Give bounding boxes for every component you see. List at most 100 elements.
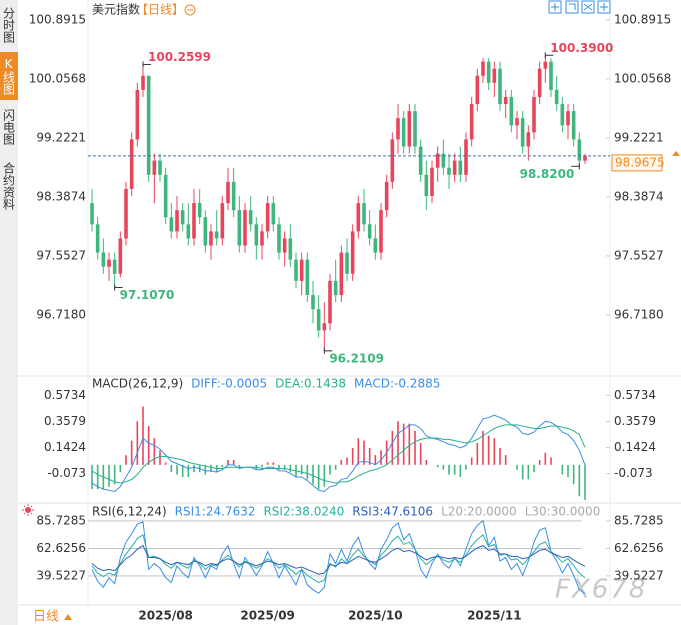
macd-bar xyxy=(544,452,547,465)
y-tick-label: 0.3579 xyxy=(44,414,86,428)
macd-bar xyxy=(351,447,354,465)
candle-body xyxy=(316,309,321,331)
sidebar: 分时图 K线图闪电图合约资料 xyxy=(0,0,18,625)
macd-bar xyxy=(119,464,122,473)
y-tick-label: 85.7285 xyxy=(36,513,86,527)
macd-bar xyxy=(289,464,292,473)
macd-bar xyxy=(300,464,303,475)
macd-bar xyxy=(130,440,133,465)
macd-bar xyxy=(113,464,116,485)
legend-entry: DEA:0.1438 xyxy=(275,377,346,391)
candle-body xyxy=(418,146,423,175)
candle-body xyxy=(328,280,332,324)
macd-bar xyxy=(402,423,405,465)
candle-body xyxy=(214,231,219,239)
y-tick-label: 0.3579 xyxy=(614,414,656,428)
macd-bar xyxy=(210,464,212,473)
macd-bar xyxy=(584,464,586,500)
macd-bar xyxy=(368,447,371,465)
macd-bar xyxy=(425,460,428,465)
candle-body xyxy=(322,323,327,331)
macd-bar xyxy=(334,464,337,470)
candle-body xyxy=(401,118,406,147)
candle-body xyxy=(390,139,395,182)
macd-bar xyxy=(306,464,309,480)
candle-body xyxy=(486,61,491,83)
tool-icon[interactable] xyxy=(548,0,562,14)
tool-icon[interactable] xyxy=(565,0,579,14)
extreme-label: 97.1070 xyxy=(120,288,175,302)
macd-bar xyxy=(561,464,564,475)
macd-bar xyxy=(153,438,156,465)
y-tick-label: -0.073 xyxy=(47,466,86,480)
macd-bar xyxy=(147,426,150,465)
candle-body xyxy=(384,181,389,211)
macd-bar xyxy=(516,464,518,470)
candle-body xyxy=(141,75,145,90)
candle-body xyxy=(379,210,383,253)
macd-bar xyxy=(567,464,569,477)
extreme-label: 96.2109 xyxy=(329,351,384,365)
candle-body xyxy=(339,252,344,296)
candle-body xyxy=(197,203,202,218)
period-tab[interactable]: 日线 xyxy=(33,610,59,625)
sidebar-tab[interactable]: 合约资料 xyxy=(1,162,16,210)
candle-body xyxy=(356,203,361,232)
zoom-out-icon[interactable] xyxy=(184,4,196,16)
y-tick-label: 98.3874 xyxy=(36,189,86,203)
candle-body xyxy=(180,210,185,225)
candle-body xyxy=(515,118,519,126)
macd-bar xyxy=(414,430,416,465)
macd-bar xyxy=(482,430,484,465)
macd-bar xyxy=(391,430,394,465)
macd-bar xyxy=(317,464,320,490)
candle-body xyxy=(435,153,440,168)
macd-bar xyxy=(164,462,167,465)
y-tick-label: 99.2221 xyxy=(36,130,86,144)
macd-bar xyxy=(136,421,139,465)
macd-bar xyxy=(448,464,450,475)
macd-bar xyxy=(108,464,110,487)
candle-body xyxy=(209,231,213,246)
candle-body xyxy=(163,174,168,218)
y-tick-label: 100.8915 xyxy=(29,12,86,26)
macd-bar xyxy=(193,464,195,473)
tool-icon[interactable] xyxy=(581,0,595,14)
macd-bar xyxy=(397,421,399,465)
candle-body xyxy=(367,224,372,239)
macd-bar xyxy=(340,460,343,465)
candle-body xyxy=(464,139,468,175)
legend-entry: DIFF:-0.0005 xyxy=(191,377,267,391)
tool-icon[interactable] xyxy=(597,0,611,14)
candle-body xyxy=(498,68,502,105)
y-tick-label: 0.1424 xyxy=(614,440,656,454)
candle-body xyxy=(532,96,536,133)
y-tick-label: 0.1424 xyxy=(44,440,86,454)
settings-icon[interactable] xyxy=(22,504,34,516)
macd-bar xyxy=(419,443,422,465)
panel-title: RSI(6,12,24) xyxy=(92,505,167,519)
candle-body xyxy=(424,174,429,197)
candle-body xyxy=(112,259,117,274)
watermark: FX678 xyxy=(555,575,647,605)
sidebar-tab[interactable]: 分时图 xyxy=(1,7,16,43)
macd-bar xyxy=(261,464,263,468)
sidebar-tab[interactable]: K线图 xyxy=(0,52,18,100)
macd-bar xyxy=(125,455,127,465)
candle-body xyxy=(107,259,111,267)
macd-bar xyxy=(312,464,314,485)
candle-body xyxy=(566,111,570,126)
candle-body xyxy=(192,203,196,239)
chart-title: 美元指数 xyxy=(92,2,140,17)
candle-body xyxy=(231,181,236,211)
sidebar-tab[interactable]: 闪电图 xyxy=(1,109,16,145)
toolbar xyxy=(548,0,611,14)
macd-bar xyxy=(499,447,501,465)
candle-body xyxy=(560,104,565,126)
y-tick-label: 85.7285 xyxy=(614,513,664,527)
candle-body xyxy=(220,203,225,239)
candle-body xyxy=(492,68,497,83)
candle-body xyxy=(333,280,338,296)
macd-bar xyxy=(283,464,286,470)
